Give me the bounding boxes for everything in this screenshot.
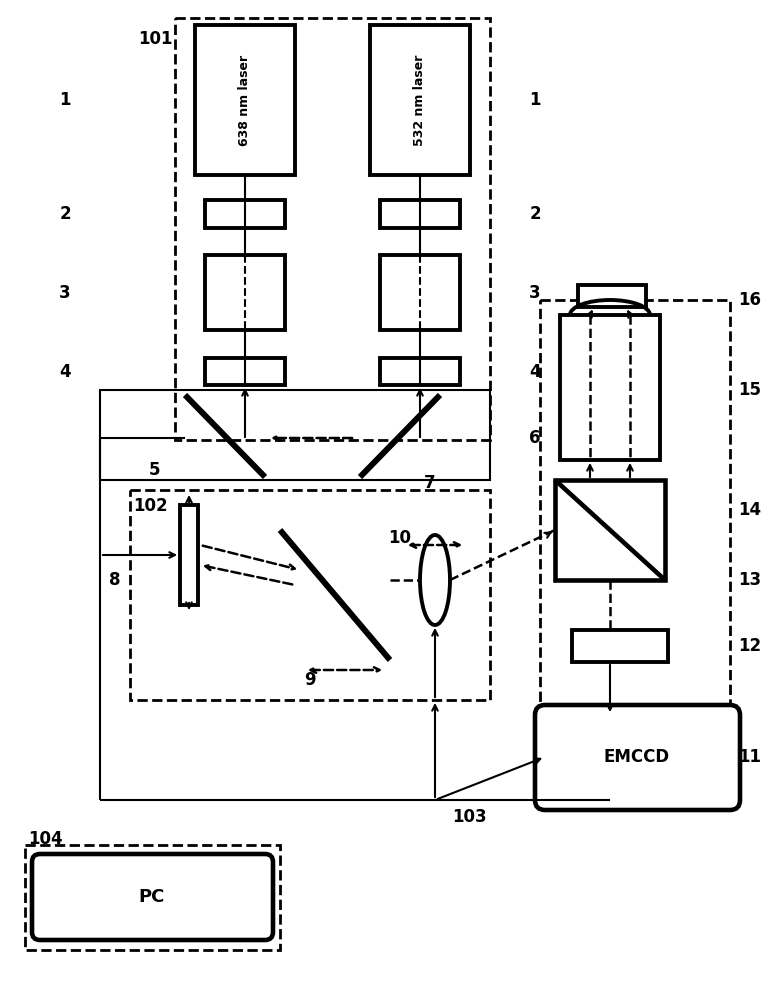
Text: 2: 2 [60,205,70,223]
Text: 2: 2 [529,205,541,223]
Bar [560,315,660,460]
Text: 4: 4 [60,363,70,381]
Ellipse shape [420,535,450,625]
Text: 10: 10 [388,529,412,547]
Text: 14: 14 [738,501,761,519]
Text: 1: 1 [529,91,541,109]
FancyBboxPatch shape [32,854,273,940]
Text: 12: 12 [738,637,761,655]
Bar [25,845,280,950]
Bar [205,200,285,228]
Bar [195,25,295,175]
Text: 638 nm laser: 638 nm laser [239,54,251,146]
Bar [380,200,460,228]
Bar [380,358,460,385]
Bar [578,285,646,307]
FancyBboxPatch shape [535,705,740,810]
Bar [180,505,198,605]
Text: 3: 3 [529,284,541,302]
Text: 532 nm laser: 532 nm laser [413,54,427,146]
Bar [572,630,668,662]
Bar [370,25,470,175]
Text: 5: 5 [150,461,161,479]
Text: 7: 7 [424,474,436,492]
Text: 6: 6 [529,429,541,447]
Text: 103: 103 [453,808,487,826]
Text: 9: 9 [304,671,316,689]
Text: 8: 8 [110,571,121,589]
Bar [205,255,285,330]
Bar [205,358,285,385]
Text: 104: 104 [28,830,63,848]
Bar [380,255,460,330]
Text: EMCCD: EMCCD [604,748,670,766]
Bar [540,300,730,745]
Text: 13: 13 [738,571,761,589]
Bar [130,490,490,700]
Text: PC: PC [139,888,165,906]
Bar [100,390,490,480]
Text: 16: 16 [738,291,761,309]
Text: 101: 101 [138,30,172,48]
Bar [175,18,490,440]
Text: 15: 15 [738,381,761,399]
Text: 4: 4 [529,363,541,381]
Text: 3: 3 [60,284,70,302]
Text: 11: 11 [738,748,761,766]
Bar [555,480,665,580]
Text: 1: 1 [60,91,70,109]
Text: 102: 102 [133,497,168,515]
